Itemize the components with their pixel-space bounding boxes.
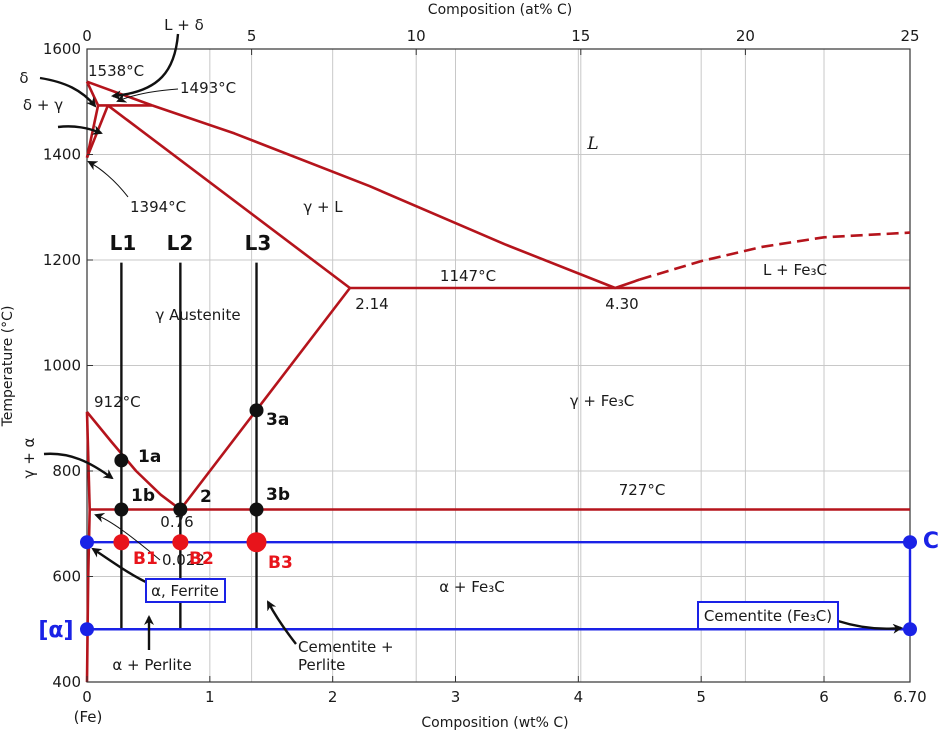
leader-1394 [87,161,129,198]
arrow-delta-gamma [57,125,103,135]
x-axis-title-top: Composition (at% C) [428,2,572,18]
annot-912: 912°C [94,393,141,411]
y-axis-title: Temperature (°C) [0,306,16,428]
x-axis-title-bottom: Composition (wt% C) [421,715,568,731]
annot-0-022: 0.022 [162,551,205,569]
label-point-B2: B2 [189,549,214,569]
y-tick-label: 1400 [43,146,81,164]
cementite-box [697,601,839,630]
label-gamma-austenite: γ Austenite [155,306,240,324]
label-alpha-bracket: [α] [38,618,73,643]
arrow-delta [39,76,97,108]
label-alpha-perlite: α + Perlite [112,656,191,674]
point-B1 [113,534,130,551]
annot-1147: 1147°C [440,267,496,285]
top-tick-label: 25 [900,27,919,45]
boundary-acm-line [179,287,351,511]
x-tick-label: 1 [205,688,215,706]
arrow-gamma-alpha [43,452,114,480]
point-blue [80,535,94,550]
label-point-1a: 1a [138,447,161,467]
label-L-Fe3C: L + Fe₃C [763,261,827,279]
x-tick-label: 3 [451,688,461,706]
label-cementite: Cementite (Fe₃C) [704,607,832,625]
point-blue [80,622,94,637]
x-tick-label: 6.70 [893,688,926,706]
leader-0-022 [94,512,161,561]
label-L3: L3 [245,231,272,255]
y-tick-label: 800 [52,462,81,480]
top-tick-label: 5 [247,27,257,45]
arrow-cementite-perlite [266,600,297,645]
label-C: C [923,529,939,554]
x-origin-note: (Fe) [74,708,103,726]
label-point-B3: B3 [268,553,293,573]
top-tick-label: 15 [571,27,590,45]
alpha-ferrite-box [145,578,226,603]
point-B2 [172,534,189,551]
label-point-3a: 3a [266,410,289,430]
arrow-cementite [837,619,903,634]
x-tick-label: 4 [574,688,584,706]
label-point-3b: 3b [266,485,290,505]
x-tick-label: 0 [82,688,92,706]
annot-727: 727°C [619,481,666,499]
top-tick-label: 10 [407,27,426,45]
point-blue [903,535,917,550]
x-tick-label: 6 [819,688,829,706]
label-point-2: 2 [200,487,212,507]
annot-2-14: 2.14 [355,295,388,313]
annotation-arrows [39,33,903,650]
point-B3 [246,532,267,553]
label-gamma-Fe3C: γ + Fe₃C [570,392,635,410]
point-3a [249,403,264,418]
point-1b [114,502,129,517]
y-tick-label: 1000 [43,357,81,375]
label-delta: δ [19,69,28,87]
annot-1538: 1538°C [88,62,144,80]
label-alpha-Fe3C: α + Fe₃C [439,578,505,596]
label-cementite-perlite-2: Perlite [298,656,345,674]
annot-0-76: 0.76 [160,513,193,531]
point-blue [903,622,917,637]
x-tick-label: 2 [328,688,338,706]
point-1a [114,453,129,468]
boundary-liquidus-fe3c-solid [614,278,641,290]
top-tick-label: 20 [736,27,755,45]
point-2 [173,502,188,517]
annot-1394: 1394°C [130,198,186,216]
label-cementite-perlite-1: Cementite + [298,638,394,656]
data-points [80,403,917,637]
boundary-solidus-gamma [107,104,351,290]
label-alpha-ferrite: α, Ferrite [151,582,219,600]
label-delta-gamma: δ + γ [23,96,63,114]
annot-4-30: 4.30 [605,295,638,313]
leader-1493 [116,88,179,103]
point-3b [249,502,264,517]
y-tick-label: 600 [52,568,81,586]
y-tick-label: 1600 [43,40,81,58]
boundary-a3-line [85,411,182,511]
label-gamma-L: γ + L [303,198,343,216]
label-gamma-alpha: γ + α [20,437,38,478]
label-L1: L1 [110,231,137,255]
y-tick-label: 400 [52,673,81,691]
label-L: L [586,134,598,154]
boundary-alpha-upper [85,411,91,510]
y-tick-label: 1200 [43,251,81,269]
top-tick-label: 0 [82,27,92,45]
label-point-1b: 1b [131,486,155,506]
annot-1493: 1493°C [180,79,236,97]
label-L-delta: L + δ [164,16,204,34]
x-tick-label: 5 [696,688,706,706]
boundary-liquidus-fe3c-dashed [639,231,911,281]
label-L2: L2 [167,231,194,255]
boundary-liquidus-gamma [151,104,616,290]
arrow-alpha-ferrite [91,547,151,586]
label-point-B1: B1 [133,549,158,569]
